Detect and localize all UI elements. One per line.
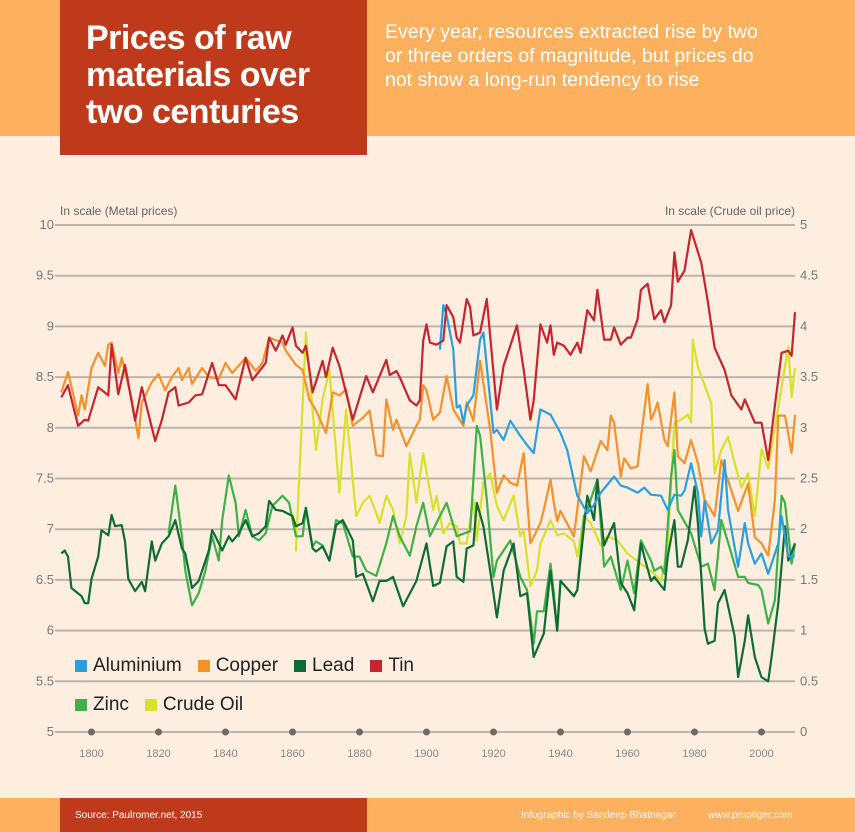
y2-tick-label: 3.5 xyxy=(800,369,818,384)
x-tick-label: 1800 xyxy=(79,748,103,760)
y-tick-label: 7 xyxy=(47,521,54,536)
y-tick-label: 5 xyxy=(47,724,54,739)
x-tick-label: 1900 xyxy=(414,748,438,760)
y2-tick-label: 4 xyxy=(800,318,807,333)
y-tick-label: 10 xyxy=(40,217,54,232)
x-tick-dot xyxy=(356,728,363,736)
legend-item-aluminium: Aluminium xyxy=(75,655,182,677)
x-tick-dot xyxy=(423,728,430,736)
x-tick-dot xyxy=(88,728,95,736)
title-box: Prices of raw materials over two centuri… xyxy=(60,0,367,155)
x-tick-label: 1840 xyxy=(213,748,237,760)
x-tick-dot xyxy=(691,728,698,736)
legend-label: Lead xyxy=(312,655,355,676)
x-tick-label: 1940 xyxy=(548,748,572,760)
legend-swatch xyxy=(294,660,307,672)
y-tick-label: 6 xyxy=(47,623,54,638)
y2-tick-label: 1 xyxy=(800,623,807,638)
left-axis-title: In scale (Metal prices) xyxy=(60,204,178,218)
legend-item-zinc: Zinc xyxy=(75,694,129,716)
legend-label: Copper xyxy=(215,655,279,676)
x-tick-dot xyxy=(222,728,229,736)
x-tick-dot xyxy=(624,728,631,736)
legend-swatch xyxy=(144,699,157,711)
y2-tick-label: 5 xyxy=(800,217,807,232)
x-tick-dot xyxy=(490,728,497,736)
series-line-zinc xyxy=(167,424,797,645)
page-subtitle: Every year, resources extracted rise by … xyxy=(385,21,758,91)
right-axis-title: In scale (Crude oil price) xyxy=(664,204,795,218)
legend-row-2: Zinc Crude Oil xyxy=(75,694,259,716)
y2-tick-label: 1.5 xyxy=(800,572,818,587)
series-line-tin xyxy=(60,229,797,462)
footer-source-box xyxy=(60,798,367,832)
series-line-aluminium xyxy=(438,304,796,575)
y-tick-label: 6.5 xyxy=(36,572,54,587)
legend-label: Crude Oil xyxy=(162,694,244,715)
legend-swatch xyxy=(75,660,87,672)
source-text: Source: Paulromer.net, 2015 xyxy=(75,810,203,821)
x-tick-dot xyxy=(557,728,564,736)
legend-label: Aluminium xyxy=(93,655,182,676)
y-tick-label: 8 xyxy=(47,420,54,435)
legend-row-1: Aluminium Copper Lead Tin xyxy=(75,655,430,677)
x-tick-label: 1860 xyxy=(280,748,304,760)
legend-item-copper: Copper xyxy=(197,655,279,677)
series-line-copper xyxy=(60,336,797,557)
credit-text: Infographic by Sandeep Bhatnagar xyxy=(521,810,676,821)
x-tick-label: 1960 xyxy=(615,748,639,760)
legend-swatch xyxy=(75,699,87,711)
y-tick-label: 9 xyxy=(47,318,54,333)
legend-swatch xyxy=(370,660,383,672)
x-tick-label: 2000 xyxy=(749,748,773,760)
x-tick-label: 1880 xyxy=(347,748,371,760)
series-line-lead xyxy=(60,478,797,683)
y2-tick-label: 2 xyxy=(800,521,807,536)
legend-label: Tin xyxy=(388,655,415,676)
y2-tick-label: 0.5 xyxy=(800,673,818,688)
y-tick-label: 7.5 xyxy=(36,471,54,486)
x-tick-dot xyxy=(289,728,296,736)
legend-swatch xyxy=(197,660,210,672)
x-tick-dot xyxy=(155,728,162,736)
x-tick-dot xyxy=(758,728,765,736)
website-text: www.proptiger.com xyxy=(708,810,793,821)
y-tick-label: 8.5 xyxy=(36,369,54,384)
y2-tick-label: 2.5 xyxy=(800,471,818,486)
y2-tick-label: 4.5 xyxy=(800,268,818,283)
y-tick-label: 9.5 xyxy=(36,268,54,283)
y2-tick-label: 0 xyxy=(800,724,807,739)
legend-item-tin: Tin xyxy=(370,655,414,677)
page-title: Prices of raw materials over two centuri… xyxy=(86,19,310,131)
y-tick-label: 5.5 xyxy=(36,673,54,688)
legend-item-lead: Lead xyxy=(294,655,354,677)
series-line-crude-oil xyxy=(294,331,797,588)
x-tick-label: 1980 xyxy=(682,748,706,760)
y2-tick-label: 3 xyxy=(800,420,807,435)
x-tick-label: 1920 xyxy=(481,748,505,760)
x-tick-label: 1820 xyxy=(146,748,170,760)
legend-item-crude-oil: Crude Oil xyxy=(144,694,244,716)
legend-label: Zinc xyxy=(93,694,129,715)
